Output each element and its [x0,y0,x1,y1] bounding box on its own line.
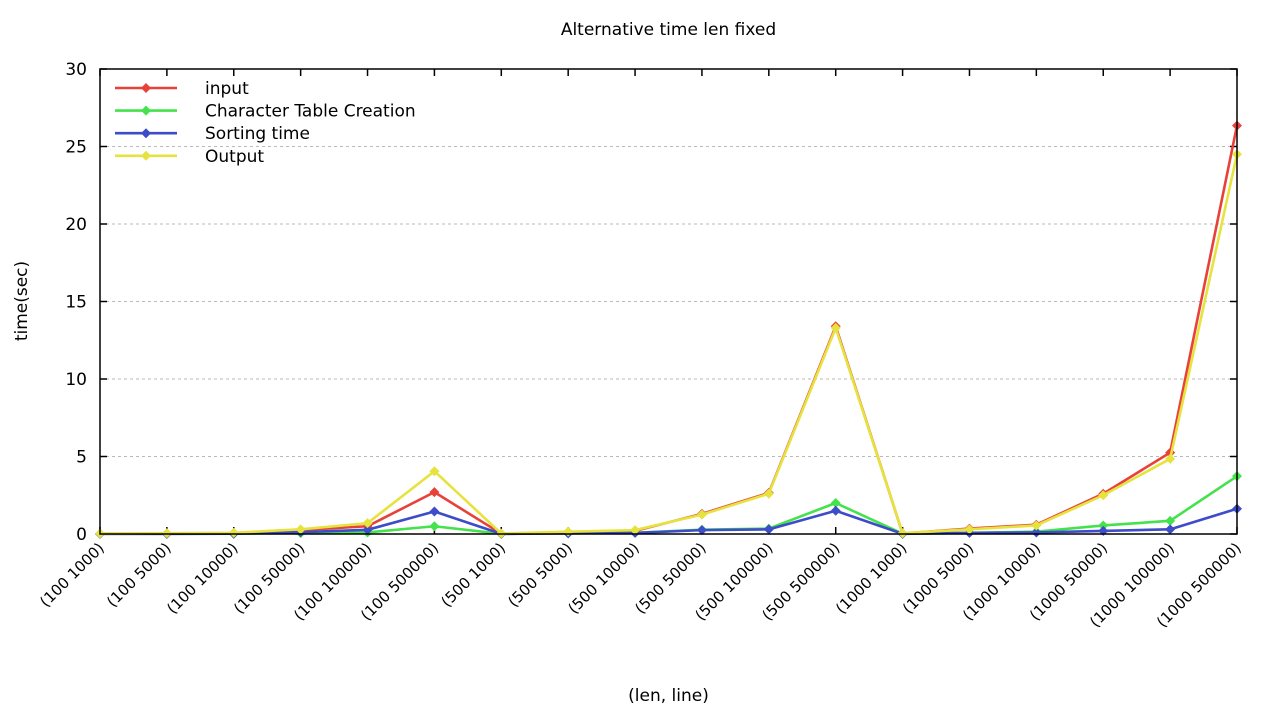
legend-swatch-marker [141,128,151,139]
series-marker-sorting-time [1165,524,1176,535]
series-marker-output [161,528,172,539]
series-marker-output [763,488,774,499]
series-marker-sorting-time [763,524,774,535]
series-marker-sorting-time [362,524,373,535]
series-marker-output [362,518,373,529]
series-marker-output [696,509,707,520]
series-marker-output [1165,453,1176,464]
y-tick-label: 10 [65,370,87,390]
series-marker-character-table-creation [830,498,841,508]
series-marker-sorting-time [1031,527,1042,538]
series-marker-output [563,526,574,537]
series-marker-output [1031,520,1042,531]
series-marker-character-table-creation [1165,515,1176,526]
series-marker-output [897,528,908,539]
series-marker-sorting-time [429,506,440,517]
series-marker-character-table-creation [429,521,440,532]
x-tick-label: (100 5000) [103,539,175,611]
series-marker-output [964,524,975,535]
series-marker-output [630,525,641,536]
y-tick-label: 25 [65,138,87,158]
series-marker-output [1098,490,1109,501]
series-line-output [98,152,1239,535]
series-line-character-table-creation [98,474,1239,536]
legend-swatch-marker [141,150,151,161]
x-tick-label: (500 5000) [504,539,576,611]
series-line-sorting-time [98,507,1239,536]
series-marker-output [830,322,841,333]
x-tick-label: (100 1000) [36,539,108,611]
y-tick-label: 0 [76,525,87,545]
series-marker-output [228,527,239,538]
y-tick-label: 30 [65,60,87,80]
series-marker-output [295,524,306,535]
legend-label: Character Table Creation [205,102,416,122]
x-axis-label: (len, line) [628,686,709,706]
y-tick-label: 20 [65,215,87,235]
series-line-input [98,124,1239,535]
y-tick-label: 15 [65,293,87,313]
legend-label: input [205,79,249,99]
legend-swatch-marker [141,105,151,116]
legend-swatch-marker [141,83,151,93]
chart-title: Alternative time len fixed [560,20,777,40]
series-marker-sorting-time [830,505,841,516]
series-marker-sorting-time [696,525,707,536]
x-tick-label: (500 1000) [438,539,510,611]
legend-label: Sorting time [205,124,310,144]
legend-label: Output [205,147,264,167]
y-tick-label: 5 [76,448,87,468]
series-marker-character-table-creation [1098,520,1109,531]
series-marker-output [429,466,440,477]
series-marker-input [429,487,440,498]
plot-border [99,68,1238,535]
